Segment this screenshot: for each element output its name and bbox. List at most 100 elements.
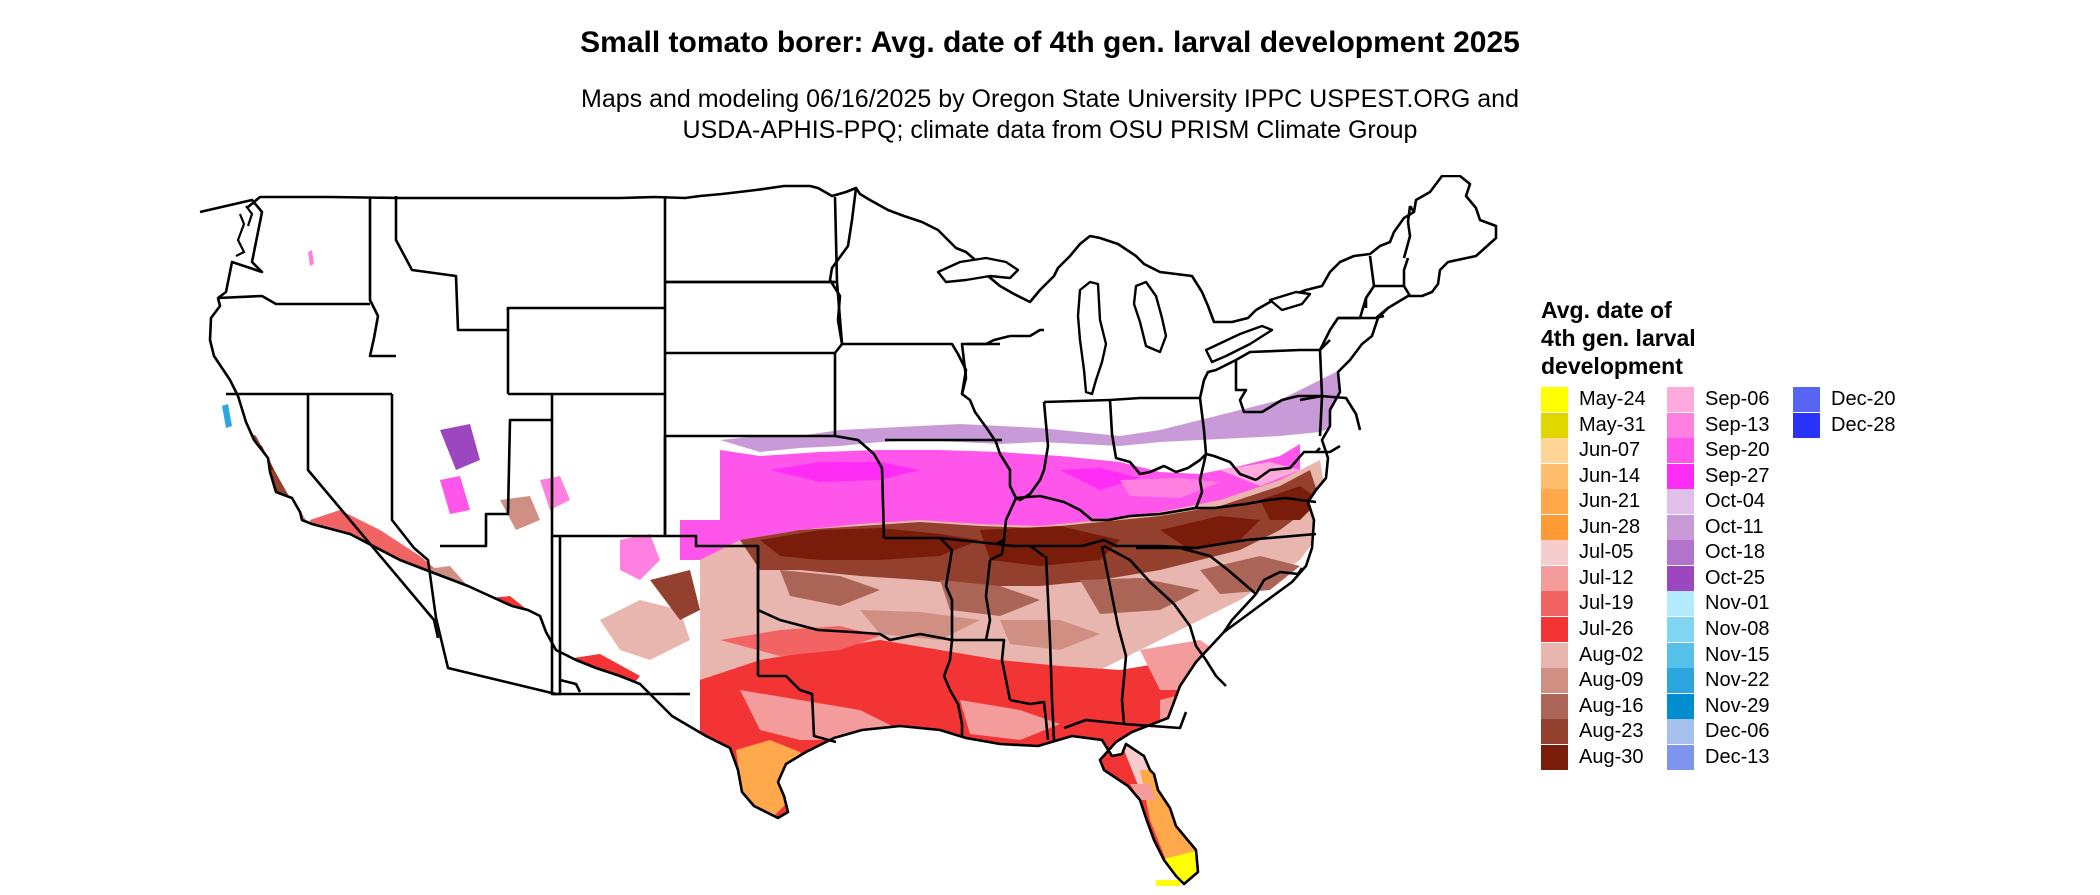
legend-title-line: Avg. date of [1541, 297, 1672, 323]
legend-item: Nov-08 [1667, 616, 1770, 642]
legend: May-24 May-31 Jun-07 Jun-14 Jun-21 Jun-28 Jul-… [1541, 387, 2061, 777]
legend-label: May-31 [1579, 413, 1646, 436]
map-subtitle: Maps and modeling 06/16/2025 by Oregon S… [0, 84, 2100, 146]
legend-swatch [1667, 412, 1694, 438]
legend-item: Jul-05 [1541, 540, 1634, 566]
legend-label: Jul-19 [1579, 592, 1634, 615]
legend-item: Jul-26 [1541, 616, 1634, 642]
legend-swatch [1541, 463, 1568, 489]
legend-item: Sep-13 [1667, 412, 1770, 438]
legend-label: Dec-20 [1831, 388, 1896, 410]
legend-label: Oct-18 [1705, 541, 1766, 564]
legend-title-line: 4th gen. larval [1541, 325, 1696, 351]
legend-swatch [1667, 744, 1694, 770]
legend-item: Oct-25 [1667, 565, 1766, 591]
legend-label: Nov-15 [1705, 643, 1770, 666]
legend-swatch [1667, 438, 1694, 464]
legend-title: Avg. date of 4th gen. larval development [1541, 296, 1696, 380]
legend-item: Sep-20 [1667, 438, 1770, 464]
legend-item: Sep-27 [1667, 463, 1770, 489]
legend-swatch [1667, 642, 1694, 668]
legend-item: Jun-14 [1541, 463, 1640, 489]
legend-swatch [1541, 668, 1568, 694]
legend-swatch [1541, 514, 1568, 540]
legend-label: Jun-28 [1579, 515, 1641, 538]
legend-label: Nov-08 [1705, 617, 1770, 640]
legend-label: Oct-11 [1705, 515, 1764, 538]
legend-item: Jul-19 [1541, 591, 1634, 617]
legend-label: Aug-16 [1579, 694, 1644, 717]
legend-item: Jun-21 [1541, 489, 1641, 515]
legend-label: Jul-26 [1579, 617, 1634, 640]
legend-swatch [1667, 668, 1694, 694]
legend-item: Aug-30 [1541, 744, 1644, 770]
legend-item: Dec-20 [1793, 387, 1895, 412]
legend-swatch [1667, 387, 1694, 412]
legend-swatch [1793, 387, 1820, 412]
legend-item: Nov-22 [1667, 668, 1769, 694]
legend-item: Jul-12 [1541, 565, 1634, 591]
legend-item: Dec-06 [1667, 719, 1770, 745]
legend-swatch [1541, 565, 1568, 591]
legend-item: Oct-04 [1667, 489, 1766, 515]
legend-swatch [1541, 616, 1568, 642]
legend-swatch [1667, 463, 1694, 489]
legend-item: Aug-09 [1541, 668, 1644, 694]
legend-item: Jun-28 [1541, 514, 1641, 540]
legend-swatch [1793, 412, 1820, 438]
legend-label: Sep-13 [1705, 413, 1770, 436]
legend-swatch [1667, 540, 1694, 566]
legend-swatch [1541, 540, 1568, 566]
legend-label: Nov-01 [1705, 592, 1770, 615]
legend-item: Oct-18 [1667, 540, 1766, 566]
legend-label: Nov-29 [1705, 694, 1770, 717]
legend-label: Sep-27 [1705, 464, 1770, 487]
legend-item: May-31 [1541, 412, 1646, 438]
legend-label: Sep-20 [1705, 439, 1770, 462]
legend-swatch [1667, 693, 1694, 719]
map-area [190, 175, 1520, 895]
subtitle-line: USDA-APHIS-PPQ; climate data from OSU PR… [682, 116, 1418, 144]
legend-item: Oct-11 [1667, 514, 1764, 540]
legend-label: Jun-21 [1579, 490, 1641, 513]
legend-swatch [1667, 591, 1694, 617]
legend-item: Aug-23 [1541, 719, 1644, 745]
legend-label: Aug-23 [1579, 720, 1644, 743]
legend-label: Aug-30 [1579, 745, 1644, 768]
legend-label: Aug-02 [1579, 643, 1644, 666]
legend-title-line: development [1541, 353, 1683, 379]
map-title: Small tomato borer: Avg. date of 4th gen… [580, 26, 1520, 59]
legend-item: Nov-15 [1667, 642, 1770, 668]
legend-label: May-24 [1579, 388, 1646, 410]
legend-swatch [1541, 438, 1568, 464]
legend-item: Aug-16 [1541, 693, 1644, 719]
legend-label: Oct-25 [1705, 566, 1766, 589]
legend-swatch [1667, 719, 1694, 745]
legend-swatch [1541, 693, 1568, 719]
legend-label: Dec-13 [1705, 745, 1770, 768]
legend-swatch [1667, 565, 1694, 591]
legend-label: Aug-09 [1579, 669, 1644, 692]
legend-item: Jun-07 [1541, 438, 1641, 464]
legend-label: Dec-28 [1831, 413, 1896, 436]
legend-swatch [1667, 616, 1694, 642]
legend-item: Dec-13 [1667, 744, 1770, 770]
legend-swatch [1541, 719, 1568, 745]
legend-swatch [1541, 642, 1568, 668]
legend-label: Sep-06 [1705, 388, 1770, 410]
legend-label: Jul-05 [1579, 541, 1634, 564]
legend-label: Jul-12 [1579, 566, 1634, 589]
legend-swatch [1541, 387, 1568, 412]
us-map [199, 175, 1498, 886]
legend-swatch [1541, 489, 1568, 515]
legend-label: Dec-06 [1705, 720, 1770, 743]
legend-label: Oct-04 [1705, 490, 1766, 513]
subtitle-line: Maps and modeling 06/16/2025 by Oregon S… [581, 85, 1519, 113]
legend-item: Dec-28 [1793, 412, 1896, 438]
legend-label: Jun-07 [1579, 439, 1641, 462]
legend-swatch [1541, 591, 1568, 617]
legend-item: Nov-29 [1667, 693, 1770, 719]
legend-item: Nov-01 [1667, 591, 1770, 617]
legend-item: Sep-06 [1667, 387, 1770, 412]
legend-item: May-24 [1541, 387, 1646, 412]
